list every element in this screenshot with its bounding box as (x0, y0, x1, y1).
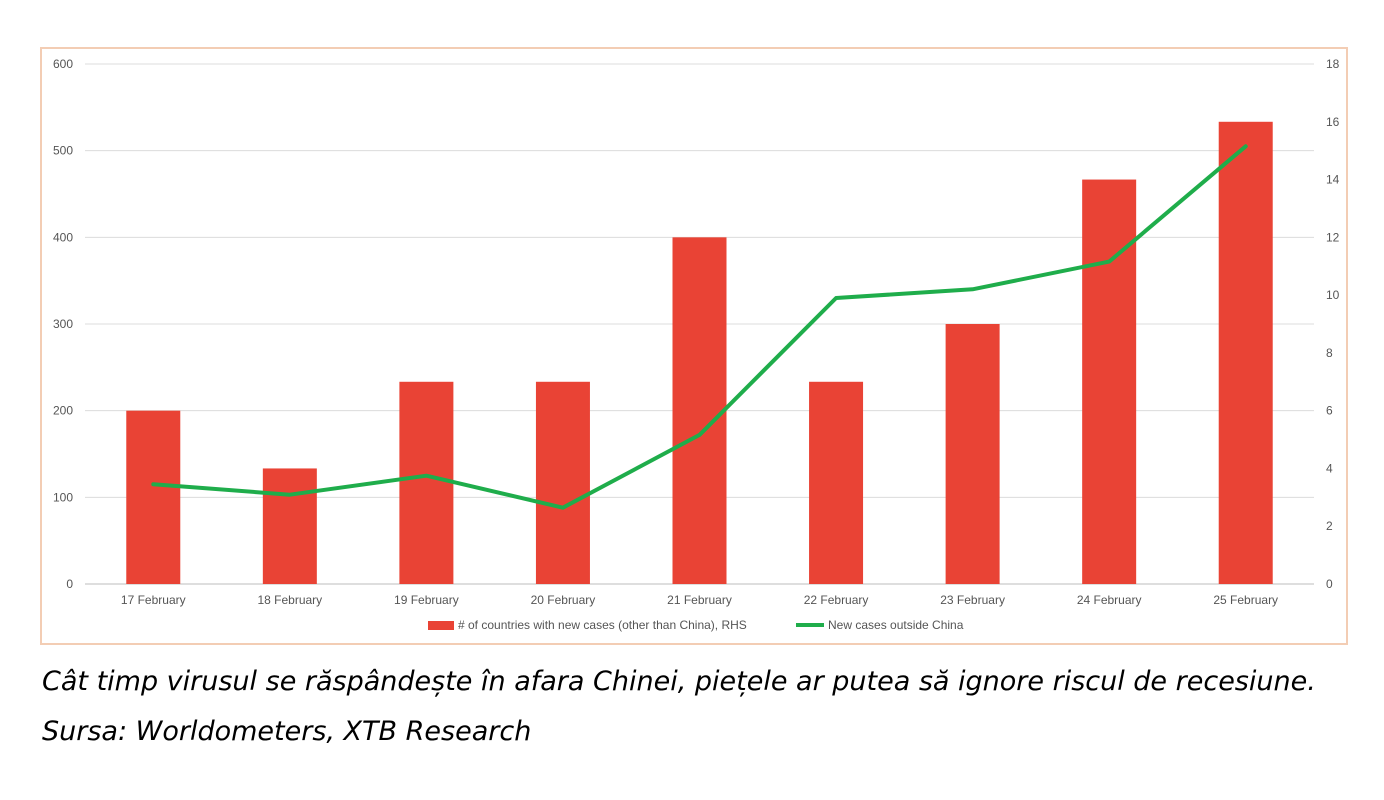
right-axis-tick-label: 18 (1326, 57, 1340, 71)
right-axis-tick-label: 2 (1326, 519, 1333, 533)
right-axis-tick-label: 4 (1326, 461, 1333, 475)
x-axis-tick-label: 24 February (1077, 593, 1142, 607)
legend-label-line: New cases outside China (828, 618, 964, 632)
right-axis-tick-label: 6 (1326, 404, 1333, 418)
right-axis-tick-label: 8 (1326, 346, 1333, 360)
x-axis-tick-label: 21 February (667, 593, 732, 607)
bar (535, 381, 590, 584)
x-axis-tick-label: 20 February (531, 593, 596, 607)
x-axis-tick-label: 19 February (394, 593, 459, 607)
chart-caption: Cât timp virusul se răspândește în afara… (42, 666, 1316, 697)
left-axis-tick-label: 300 (53, 317, 73, 331)
legend-label-bar: # of countries with new cases (other tha… (458, 618, 747, 632)
bar (809, 381, 864, 584)
left-axis-tick-label: 200 (53, 404, 73, 418)
bar (945, 324, 1000, 584)
left-axis-tick-label: 500 (53, 144, 73, 158)
left-axis-tick-label: 0 (66, 577, 73, 591)
chart: 0 100 200 300 400 500 600 0 2 4 6 8 10 12 14 16 18 17 Feb… (53, 57, 1340, 632)
left-axis-tick-label: 400 (53, 230, 73, 244)
x-axis-tick-label: 18 February (257, 593, 322, 607)
x-axis-tick-label: 23 February (940, 593, 1005, 607)
bar (399, 381, 454, 584)
left-axis-tick-label: 100 (53, 490, 73, 504)
left-axis-tick-label: 600 (53, 57, 73, 71)
x-axis-tick-label: 17 February (121, 593, 186, 607)
source-note: Sursa: Worldometers, XTB Research (42, 716, 532, 747)
bar (672, 237, 727, 585)
right-axis-tick-label: 14 (1326, 173, 1340, 187)
bar (1218, 121, 1273, 585)
right-axis-tick-label: 10 (1326, 288, 1340, 302)
right-axis-tick-label: 16 (1326, 115, 1340, 129)
series-line (151, 144, 1248, 510)
legend-swatch-bar (428, 621, 454, 630)
right-axis-tick-label: 0 (1326, 577, 1333, 591)
x-axis-tick-label: 22 February (804, 593, 869, 607)
bar (262, 468, 317, 584)
x-axis-tick-label: 25 February (1213, 593, 1278, 607)
bar (126, 410, 181, 584)
bar (1082, 179, 1137, 585)
right-axis-tick-label: 12 (1326, 230, 1340, 244)
chart-frame: 0 100 200 300 400 500 600 0 2 4 6 8 10 12 14 16 18 17 Feb… (40, 47, 1348, 645)
